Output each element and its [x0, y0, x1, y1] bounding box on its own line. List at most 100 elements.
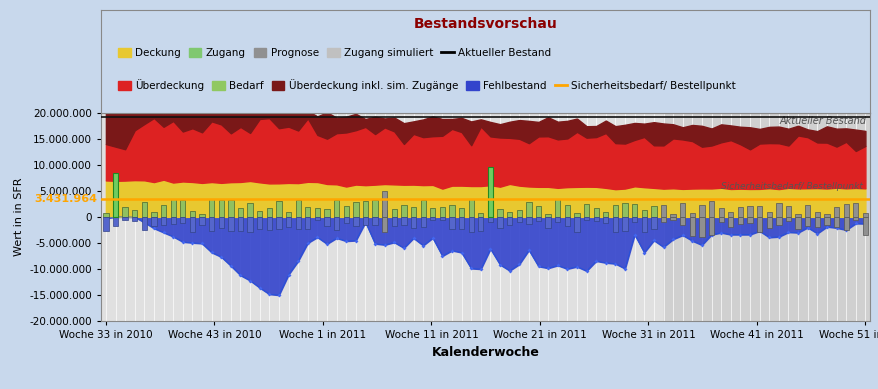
Bar — [795, 214, 800, 217]
Bar — [449, 205, 454, 217]
Bar — [238, 208, 243, 217]
Bar — [256, 211, 262, 217]
Bar — [727, 217, 732, 227]
Bar — [256, 217, 262, 229]
Bar — [478, 217, 483, 231]
Bar — [180, 217, 185, 223]
Bar — [612, 205, 617, 217]
Bar — [305, 217, 310, 229]
Bar — [487, 217, 493, 222]
Bar — [468, 199, 473, 217]
Bar — [737, 217, 742, 224]
Bar — [478, 213, 483, 217]
Bar — [429, 208, 435, 217]
Bar — [853, 217, 858, 220]
Bar — [497, 217, 502, 228]
Bar — [756, 205, 761, 217]
Bar — [266, 217, 271, 230]
Bar — [507, 212, 512, 217]
Bar — [555, 199, 560, 217]
Bar — [775, 203, 781, 217]
Bar — [219, 217, 224, 228]
Bar — [468, 217, 473, 232]
Bar — [170, 199, 176, 217]
Bar — [372, 217, 378, 225]
Bar — [833, 207, 838, 217]
Bar — [824, 214, 829, 217]
Bar — [651, 206, 656, 217]
Bar — [814, 217, 819, 226]
Bar — [545, 217, 551, 228]
Bar — [439, 207, 444, 217]
Bar — [392, 217, 397, 226]
Bar — [507, 217, 512, 225]
Text: Bestandsvorschau: Bestandsvorschau — [414, 17, 557, 31]
Bar — [132, 210, 137, 217]
Bar — [862, 217, 867, 235]
Bar — [228, 217, 234, 231]
Bar — [843, 204, 848, 217]
Bar — [429, 217, 435, 220]
Bar — [727, 212, 732, 217]
Bar — [209, 217, 214, 231]
Bar — [458, 217, 464, 229]
Bar — [641, 210, 646, 217]
Legend: Überdeckung, Bedarf, Überdeckung inkl. sim. Zugänge, Fehlbestand, Sicherheitsbed: Überdeckung, Bedarf, Überdeckung inkl. s… — [114, 75, 739, 95]
Bar — [180, 200, 185, 217]
Bar — [717, 208, 723, 217]
Bar — [689, 217, 694, 236]
Bar — [151, 217, 156, 226]
Bar — [334, 200, 339, 217]
Bar — [103, 214, 108, 217]
Bar — [709, 202, 714, 217]
Bar — [161, 205, 166, 217]
Bar — [401, 205, 407, 217]
Bar — [112, 173, 118, 217]
Text: Sicherheitsbedarf/ Bestellpunkt: Sicherheitsbedarf/ Bestellpunkt — [720, 182, 861, 191]
Bar — [641, 217, 646, 232]
Bar — [248, 217, 253, 232]
Bar — [536, 217, 541, 221]
Bar — [314, 217, 320, 220]
Bar — [717, 217, 723, 223]
Bar — [516, 217, 522, 223]
Bar — [122, 217, 127, 220]
Bar — [170, 217, 176, 224]
Bar — [343, 206, 349, 217]
Bar — [190, 211, 195, 217]
Bar — [804, 217, 810, 226]
Bar — [353, 202, 358, 217]
Bar — [305, 207, 310, 217]
Bar — [612, 217, 617, 232]
Bar — [324, 217, 329, 226]
Bar — [266, 208, 271, 217]
Bar — [593, 217, 598, 221]
Bar — [775, 217, 781, 225]
Bar — [670, 217, 675, 221]
Bar — [363, 217, 368, 225]
Bar — [141, 217, 147, 230]
Bar — [680, 203, 685, 217]
Bar — [497, 209, 502, 217]
Bar — [141, 202, 147, 217]
Bar — [248, 203, 253, 217]
Bar — [285, 217, 291, 227]
Bar — [737, 207, 742, 217]
Bar — [238, 217, 243, 231]
Bar — [228, 200, 234, 217]
Bar — [112, 217, 118, 226]
Bar — [602, 212, 608, 217]
Bar — [190, 217, 195, 232]
Text: Aktueller Bestand: Aktueller Bestand — [779, 116, 866, 126]
Bar — [372, 200, 378, 217]
Bar — [382, 217, 387, 221]
Bar — [843, 217, 848, 230]
Bar — [295, 200, 300, 217]
Bar — [536, 206, 541, 217]
Bar — [593, 209, 598, 217]
Bar — [334, 217, 339, 230]
Bar — [526, 202, 531, 217]
Bar — [785, 206, 790, 217]
Bar — [795, 217, 800, 230]
Bar — [122, 207, 127, 217]
